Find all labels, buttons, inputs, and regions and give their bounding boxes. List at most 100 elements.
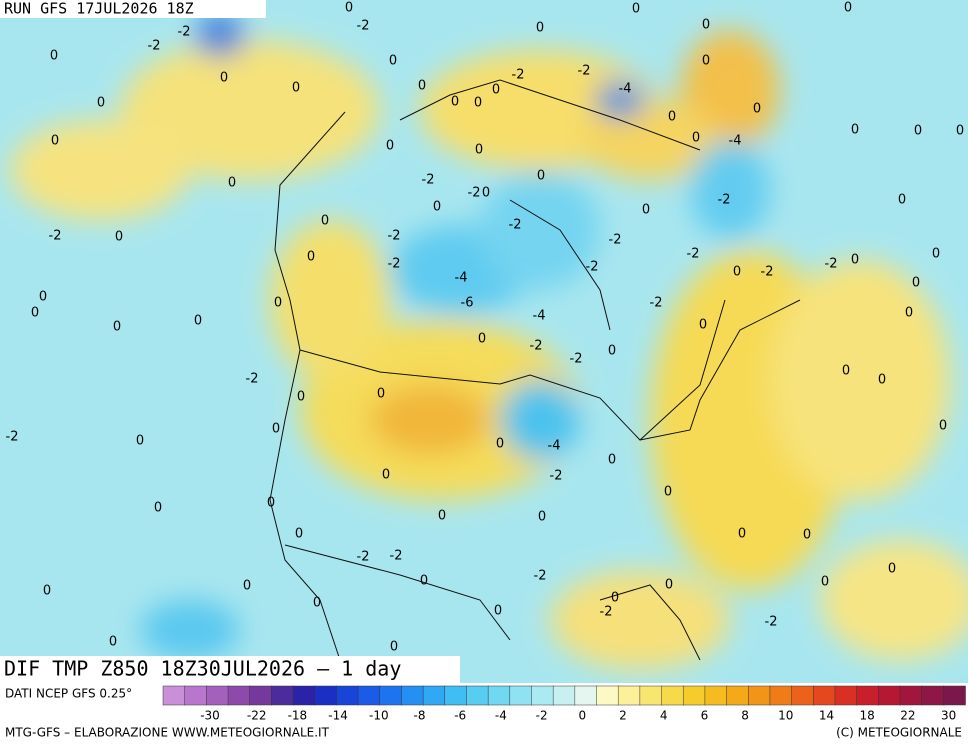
legend-tick-label: 8 [741, 709, 749, 723]
contour-label: 0 [738, 527, 746, 542]
run-box [0, 0, 266, 18]
legend-swatch [596, 685, 619, 706]
legend-tick-label: -30 [200, 709, 220, 723]
contour-label: -2 [388, 257, 401, 272]
contour-label: -2 [761, 265, 774, 280]
contour-label: 0 [377, 387, 385, 402]
legend-swatch [184, 685, 208, 706]
contour-label: 0 [842, 364, 850, 379]
contour-label: 0 [914, 124, 922, 139]
contour-label: 0 [608, 344, 616, 359]
contour-label: 0 [228, 176, 236, 191]
legend-swatch [509, 685, 533, 706]
contour-label: -2 [357, 550, 370, 565]
contour-label: 0 [851, 123, 859, 138]
contour-label: -2 [388, 229, 401, 244]
contour-label: 0 [267, 496, 275, 511]
legend-tick-label: -14 [328, 709, 348, 723]
contour-label: 0 [608, 453, 616, 468]
contour-label: -2 [578, 64, 591, 79]
contour-label: 0 [39, 290, 47, 305]
contour-label: 0 [243, 579, 251, 594]
legend-tick-label: -10 [369, 709, 389, 723]
contour-label: 0 [482, 186, 490, 201]
contour-label: 0 [274, 296, 282, 311]
legend-swatch [617, 685, 641, 706]
contour-label: 0 [494, 604, 502, 619]
contour-label: 0 [418, 79, 426, 94]
legend-swatch [227, 685, 251, 706]
legend-swatch [379, 685, 403, 706]
legend-swatch [726, 685, 749, 706]
contour-label: 0 [307, 250, 315, 265]
legend-swatch [791, 685, 815, 706]
contour-label: 0 [345, 1, 353, 16]
contour-label: 0 [478, 332, 486, 347]
legend-tick-label: -2 [536, 709, 548, 723]
contour-label: -2 [825, 257, 838, 272]
contour-label: 0 [668, 110, 676, 125]
legend-tick-label: 30 [941, 709, 956, 723]
contour-label: 0 [451, 95, 459, 110]
contour-label: 0 [109, 635, 117, 650]
contour-label: 0 [313, 596, 321, 611]
legend-tick-label: 4 [660, 709, 668, 723]
contour-label: -4 [533, 309, 546, 324]
legend-tick-label: -22 [247, 709, 267, 723]
contour-label: -4 [548, 439, 561, 454]
contour-label: -2 [468, 186, 481, 201]
contour-label: 0 [496, 437, 504, 452]
legend-swatch [552, 685, 576, 706]
contour-label: -2 [586, 260, 599, 275]
contour-label: 0 [733, 265, 741, 280]
contour-label: -2 [570, 352, 583, 367]
legend-swatch [206, 685, 229, 706]
contour-label: 0 [438, 509, 446, 524]
contour-label: -6 [461, 296, 474, 311]
contour-label: -2 [765, 615, 778, 630]
contour-label: 0 [664, 485, 672, 500]
legend-tick-label: 18 [860, 709, 875, 723]
contour-label: 0 [390, 640, 398, 655]
legend-tick-label: 14 [819, 709, 834, 723]
contour-label: 0 [898, 193, 906, 208]
contour-label: 0 [115, 230, 123, 245]
contour-label: 0 [803, 528, 811, 543]
contour-label: 0 [642, 203, 650, 218]
legend-swatch [704, 685, 728, 706]
contour-label: 0 [939, 419, 947, 434]
contour-label: 0 [386, 139, 394, 154]
footer-right: (C) METEOGIORNALE [836, 726, 962, 740]
contour-label: 0 [51, 134, 59, 149]
legend-tick-label: -18 [288, 709, 308, 723]
contour-label: -4 [455, 271, 468, 286]
contour-label: 0 [665, 578, 673, 593]
legend-swatch [834, 685, 858, 706]
contour-label: -4 [729, 134, 742, 149]
contour-label: 0 [474, 96, 482, 111]
legend-tick-label: -4 [495, 709, 507, 723]
contour-label: 0 [31, 306, 39, 321]
legend-swatch [921, 685, 945, 706]
footer-left: MTG-GFS – ELABORAZIONE WWW.METEOGIORNALE… [5, 726, 330, 740]
legend-swatch [487, 685, 511, 706]
legend-swatch [357, 685, 381, 706]
legend-swatch [314, 685, 338, 706]
legend-swatch [769, 685, 793, 706]
contour-label: 0 [272, 422, 280, 437]
contour-label: -2 [718, 193, 731, 208]
legend-swatch [162, 685, 186, 706]
contour-label: 0 [611, 591, 619, 606]
contour-label: 0 [382, 468, 390, 483]
legend-swatch [466, 685, 489, 706]
contour-label: 0 [136, 434, 144, 449]
contour-label: 0 [194, 314, 202, 329]
contour-label: 0 [537, 169, 545, 184]
contour-label: 0 [821, 575, 829, 590]
contour-label: -2 [390, 549, 403, 564]
legend-swatch [271, 685, 294, 706]
contour-label: 0 [851, 253, 859, 268]
contour-label: -2 [422, 173, 435, 188]
legend-swatch [878, 685, 901, 706]
contour-label: 0 [912, 276, 920, 291]
